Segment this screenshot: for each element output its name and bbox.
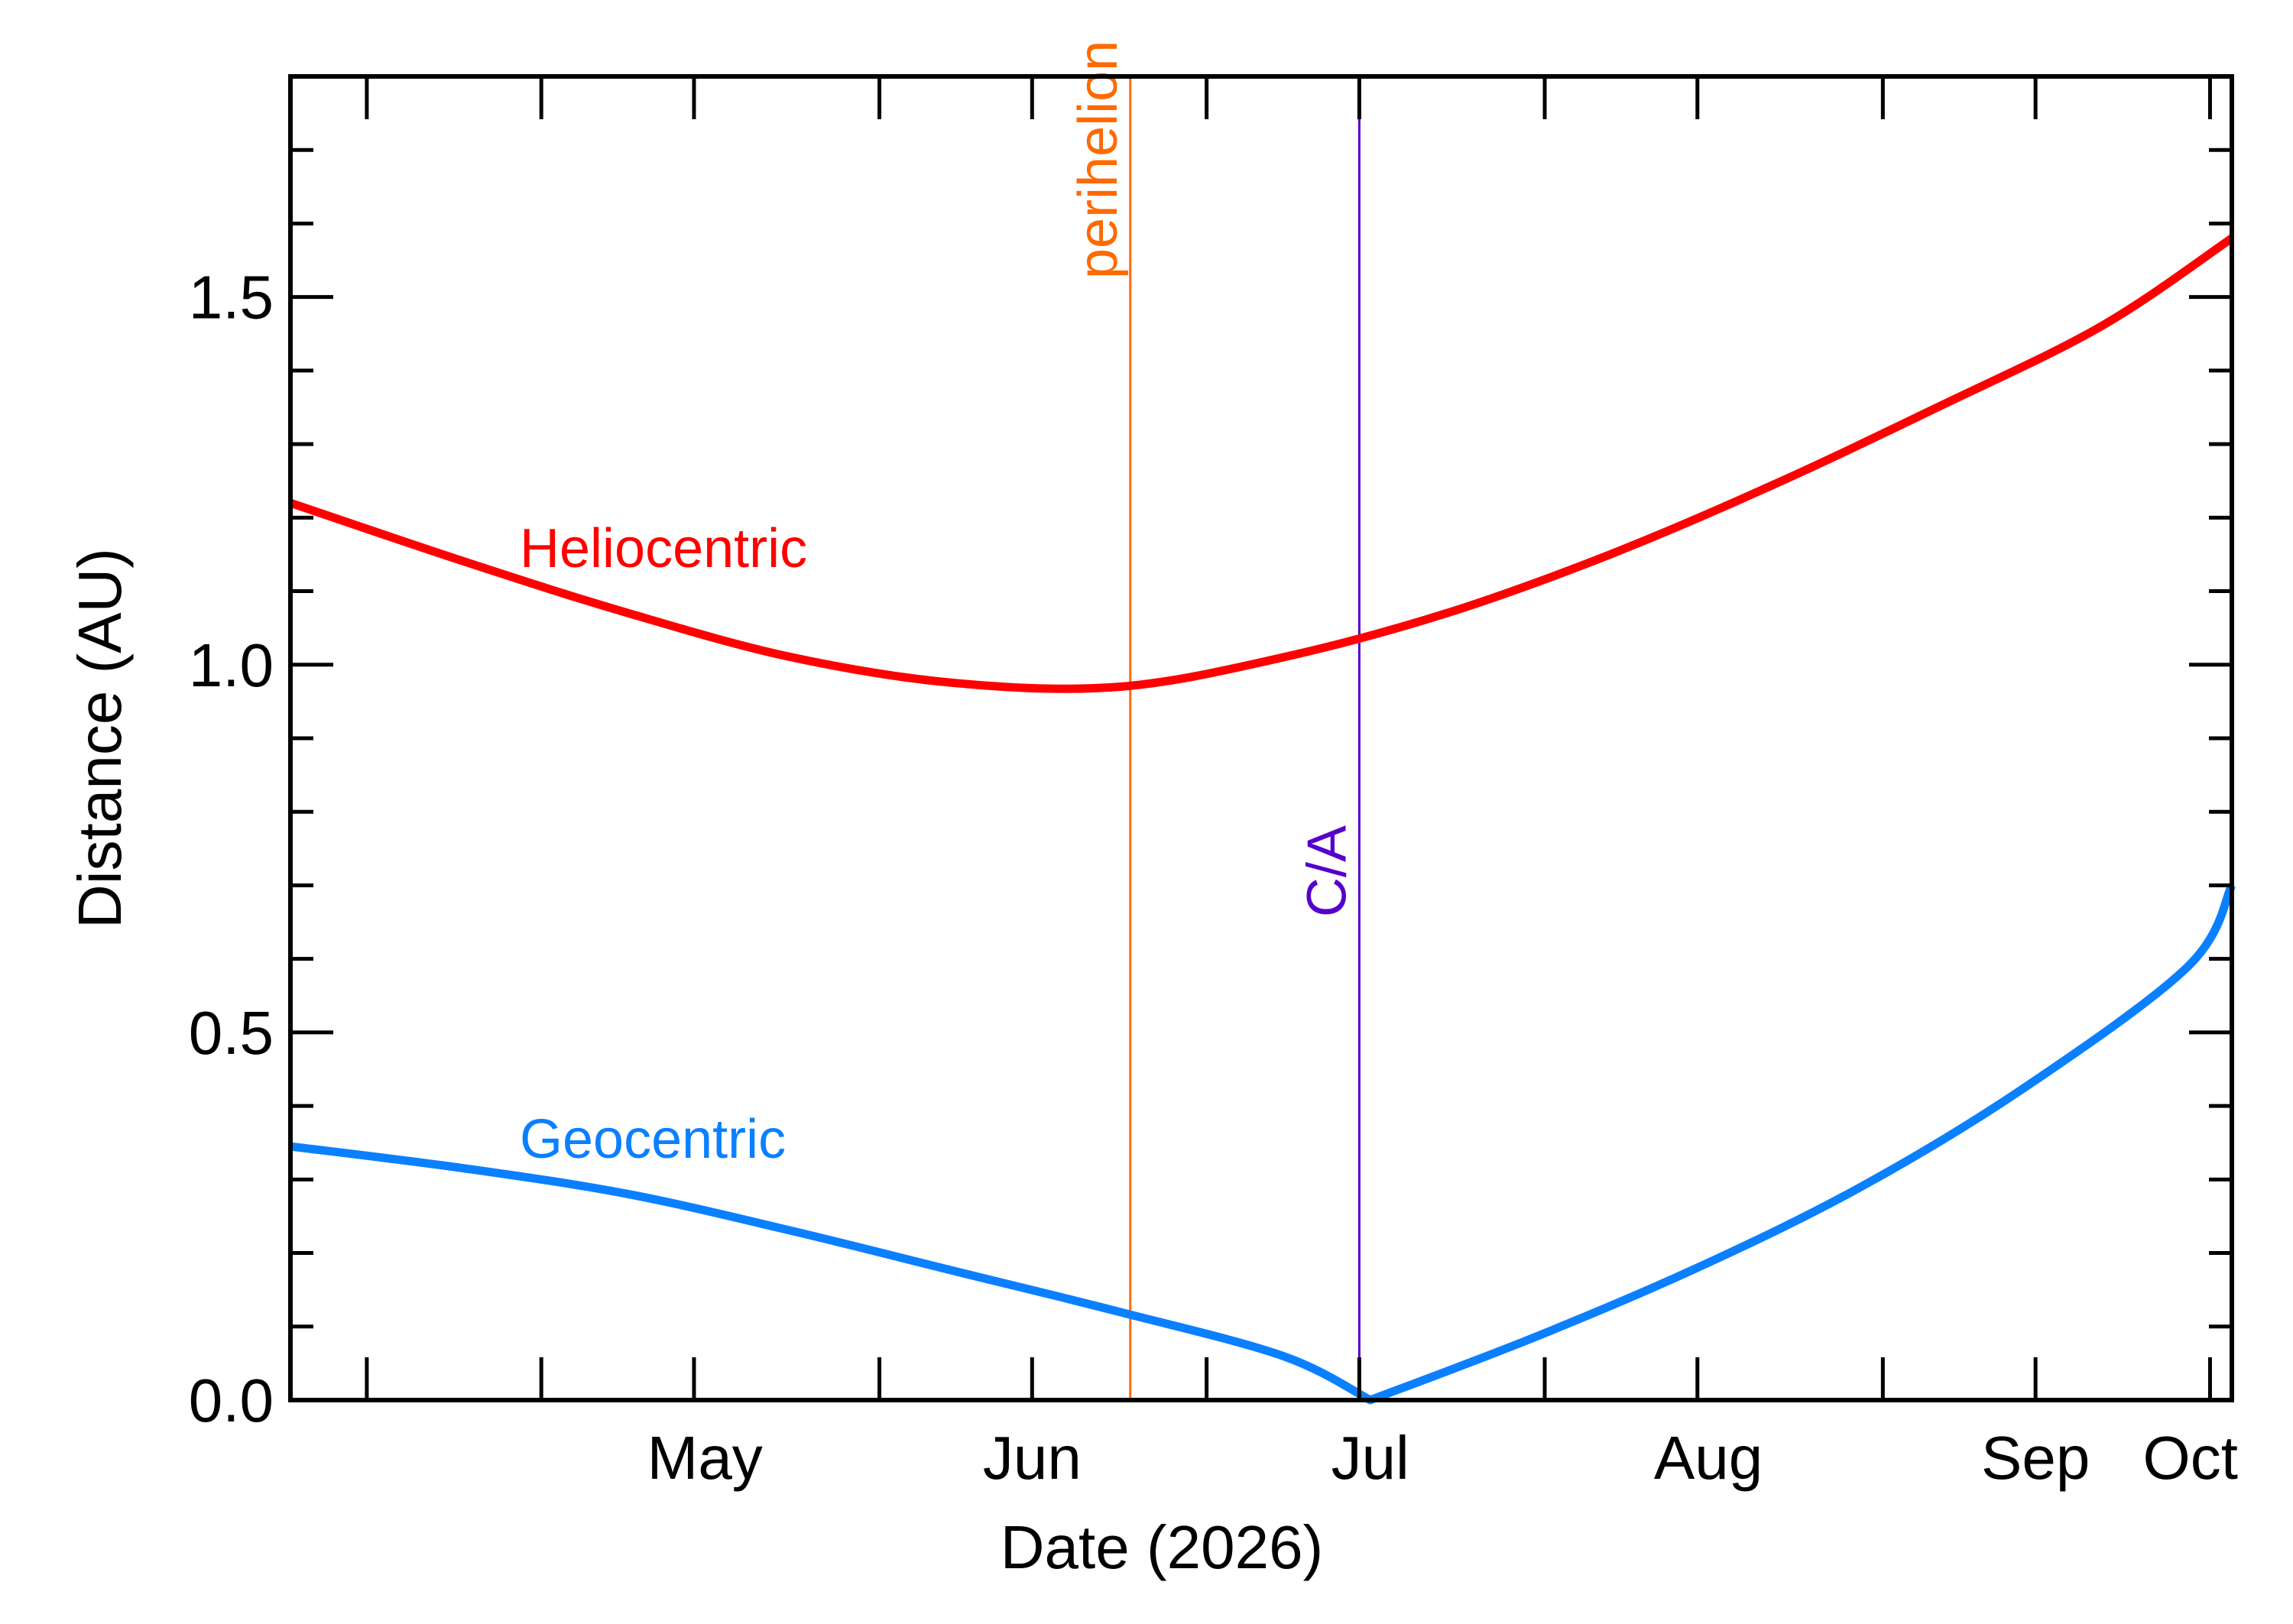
x-tick-label: Oct [2143,1424,2238,1492]
axis-ticks: 0.0 0.5 1.0 1.5 May Jun Jul Aug Sep Oct [189,74,2238,1492]
x-tick-label: Sep [1981,1424,2090,1492]
x-axis-title: Date (2026) [1001,1513,1323,1581]
marker-label-closest-approach: C/A [1296,825,1357,917]
y-axis-title: Distance (AU) [66,548,134,929]
x-tick-label: Jul [1331,1424,1409,1492]
x-tick-label: Jun [983,1424,1082,1492]
series-label-heliocentric: Heliocentric [520,518,807,579]
x-tick-label: Aug [1654,1424,1763,1492]
y-tick-label: 0.5 [189,999,274,1067]
y-tick-label: 0.0 [189,1366,274,1434]
y-tick-label: 1.0 [189,631,274,699]
series-line-heliocentric [289,235,2235,693]
x-tick-label: May [647,1424,763,1492]
marker-label-perihelion: perihelion [1068,41,1129,279]
plot-frame [288,74,2234,1402]
y-tick-label: 1.5 [189,264,274,332]
series-line-geocentric [290,883,2236,1405]
series-label-geocentric: Geocentric [520,1109,786,1170]
plot-area: perihelion C/A Heliocentric Geocentric [289,41,2236,1405]
